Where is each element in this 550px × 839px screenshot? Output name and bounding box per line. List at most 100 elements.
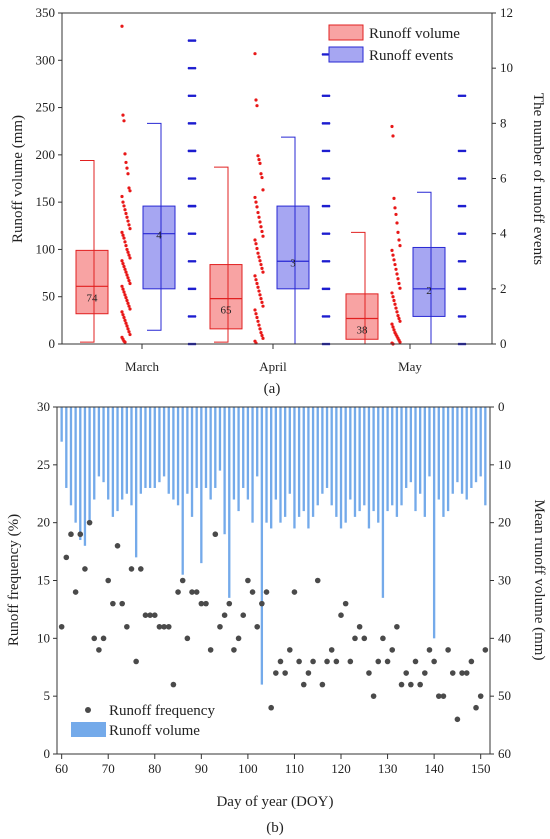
volume-bar <box>414 407 417 512</box>
y2-tick-label: 20 <box>498 515 511 530</box>
event-point <box>461 149 465 153</box>
volume-point <box>127 223 131 227</box>
volume-bar <box>321 407 324 494</box>
volume-bar <box>153 407 156 488</box>
volume-bar <box>432 407 436 639</box>
event-point <box>321 259 325 263</box>
volume-bar <box>339 407 343 529</box>
event-point <box>321 94 325 98</box>
event-point <box>457 204 461 208</box>
y-tick-label: 15 <box>37 573 50 588</box>
events-box-march: 4 <box>142 122 176 331</box>
events-box-may: 2 <box>412 191 446 345</box>
frequency-point <box>282 670 288 676</box>
volume-bar <box>144 407 147 488</box>
legend-swatch-volume <box>328 24 364 41</box>
volume-point <box>128 332 132 337</box>
event-point <box>325 315 329 318</box>
y2-tick-label: 2 <box>500 281 507 296</box>
event-point <box>327 177 331 180</box>
event-point <box>457 287 461 291</box>
y-tick-label: 20 <box>37 515 50 530</box>
y-tick-label: 30 <box>37 399 50 414</box>
volume-point <box>254 312 258 316</box>
frequency-point <box>324 658 330 665</box>
frequency-point <box>240 612 247 618</box>
panel-a-category-axis: March April May <box>125 344 422 374</box>
volume-point <box>124 321 128 325</box>
panel-b-caption: (b) <box>266 820 284 836</box>
event-point <box>463 177 467 180</box>
volume-point <box>120 310 124 314</box>
box-mean-label: 3 <box>290 257 296 269</box>
volume-point <box>261 188 265 192</box>
event-point <box>325 53 329 56</box>
event-point <box>461 232 465 235</box>
volume-point <box>122 315 126 320</box>
event-point <box>325 287 329 291</box>
event-point <box>321 53 325 56</box>
box-iqr <box>345 293 379 340</box>
box-iqr <box>412 246 446 317</box>
volume-point <box>398 286 402 290</box>
event-point <box>459 287 463 291</box>
box-iqr <box>142 205 176 290</box>
volume-point <box>392 258 396 262</box>
frequency-point <box>147 612 153 618</box>
event-point <box>189 259 193 263</box>
frequency-point <box>412 658 419 665</box>
volume-bar <box>121 407 124 500</box>
frequency-point <box>68 531 74 538</box>
volume-point <box>261 234 265 238</box>
volume-bar <box>381 407 385 598</box>
volume-bar <box>302 407 305 512</box>
category-label: March <box>125 359 159 374</box>
volume-bar <box>358 407 361 512</box>
y-tick-label: 200 <box>36 147 56 162</box>
volume-point <box>391 134 395 138</box>
y-tick-label: 350 <box>36 5 56 20</box>
volume-point <box>254 98 258 102</box>
frequency-point <box>459 670 465 676</box>
event-point <box>193 204 197 208</box>
volume-point <box>121 287 125 291</box>
volume-point <box>125 298 129 303</box>
y-tick-label: 100 <box>36 241 56 256</box>
event-point <box>187 94 191 98</box>
volume-bar <box>158 407 161 483</box>
legend-label-events: Runoff events <box>369 48 453 64</box>
volume-point <box>392 298 396 303</box>
volume-point <box>259 331 263 335</box>
volume-point <box>126 172 130 176</box>
event-point <box>461 204 465 208</box>
frequency-point <box>91 635 98 642</box>
volume-point <box>123 152 127 156</box>
event-point <box>191 232 195 235</box>
volume-point <box>122 290 126 294</box>
event-point <box>193 315 197 318</box>
event-point <box>191 177 195 180</box>
panel-b-y-axis-label: Runoff frequency (%) <box>6 514 22 646</box>
volume-bar <box>65 407 68 488</box>
event-point <box>463 259 467 263</box>
volume-point <box>394 306 398 310</box>
event-point <box>325 232 329 235</box>
volume-box-may: 38 <box>345 231 379 345</box>
event-point <box>191 315 195 318</box>
volume-point <box>127 330 131 334</box>
volume-point <box>390 248 394 252</box>
event-point <box>187 149 191 153</box>
frequency-point <box>389 647 396 653</box>
volume-point <box>123 340 127 344</box>
event-point <box>191 259 195 263</box>
volume-bar <box>97 407 101 477</box>
volume-bar <box>116 407 119 512</box>
y-tick-label: 25 <box>37 457 50 472</box>
event-point <box>457 232 461 235</box>
volume-point <box>121 113 125 117</box>
y2-tick-label: 4 <box>500 226 507 241</box>
volume-point <box>256 285 260 289</box>
volume-point <box>123 208 127 212</box>
volume-point <box>258 220 262 224</box>
